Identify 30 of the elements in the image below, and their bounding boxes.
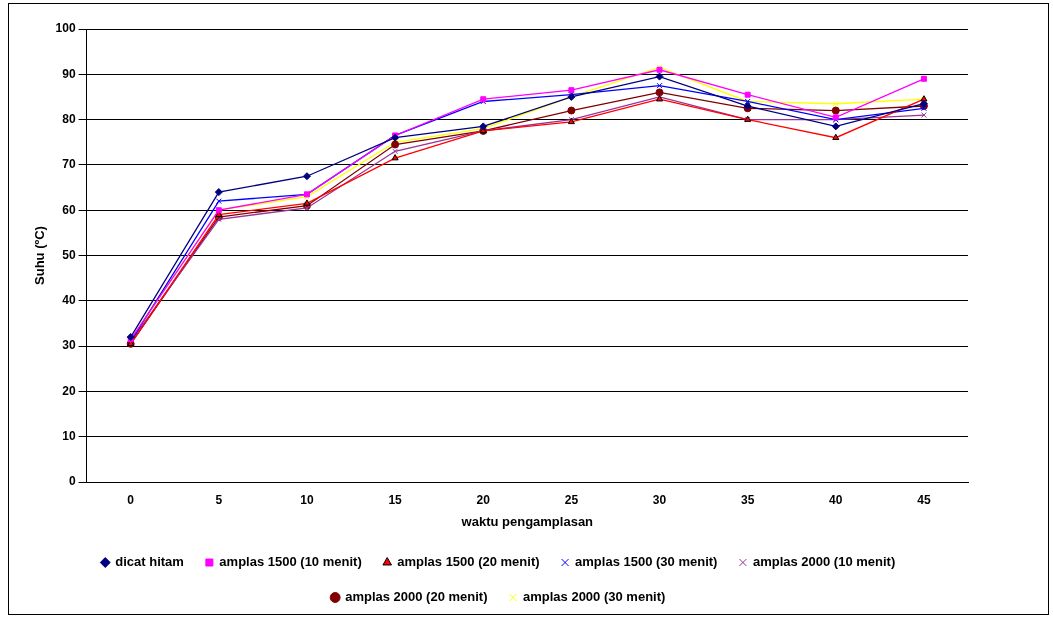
x-tick-label: 20	[476, 492, 491, 507]
y-tick-label: 70	[62, 157, 76, 172]
x-tick-label: 35	[740, 492, 755, 507]
y-tick-label: 100	[55, 21, 76, 36]
y-tick-label: 40	[62, 293, 76, 308]
legend-label: amplas 2000 (30 menit)	[523, 589, 666, 605]
legend-label: dicat hitam	[115, 554, 184, 570]
legend-label: amplas 2000 (10 menit)	[752, 554, 896, 570]
y-tick-label: 0	[68, 474, 76, 489]
y-tick-label: 10	[62, 429, 76, 444]
x-axis-title: waktu pengamplasan	[460, 513, 594, 529]
legend-label: amplas 2000 (20 menit)	[345, 589, 488, 605]
x-tick-label: 25	[564, 492, 579, 507]
y-tick-label: 30	[62, 338, 76, 353]
y-tick-label: 80	[62, 111, 76, 126]
x-tick-label: 30	[652, 492, 667, 507]
legend-label: amplas 1500 (30 menit)	[575, 554, 718, 570]
y-tick-label: 90	[62, 66, 76, 81]
x-tick-label: 0	[127, 492, 135, 507]
x-tick-label: 45	[917, 492, 931, 507]
y-tick-label: 60	[62, 202, 76, 217]
x-tick-label: 15	[388, 492, 403, 507]
legend-label: amplas 1500 (20 menit)	[397, 554, 540, 570]
y-tick-label: 50	[62, 247, 76, 262]
x-tick-label: 40	[829, 492, 843, 507]
y-axis-title: Suhu (ºC)	[32, 226, 48, 285]
x-tick-label: 10	[300, 492, 314, 507]
legend-label: amplas 1500 (10 menit)	[219, 554, 362, 570]
y-tick-label: 20	[62, 383, 76, 398]
x-tick-label: 5	[215, 492, 223, 507]
